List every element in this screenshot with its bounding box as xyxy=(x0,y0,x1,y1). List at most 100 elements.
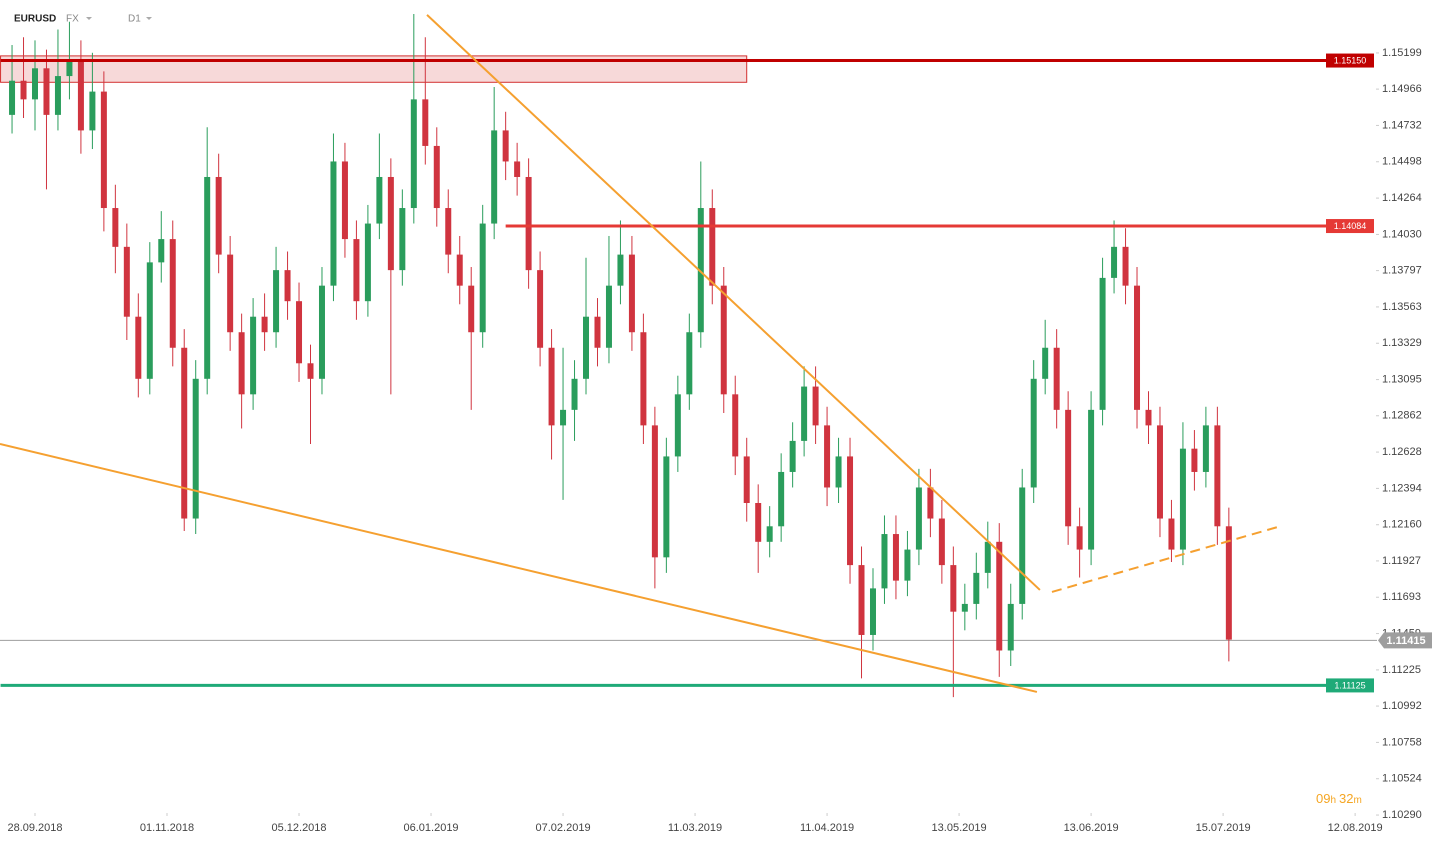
candle-body xyxy=(1088,409,1095,550)
candle-body xyxy=(261,316,268,333)
candle-body xyxy=(881,534,888,589)
y-tick-label: 1.10992 xyxy=(1382,700,1422,712)
y-tick-label: 1.10290 xyxy=(1382,809,1422,821)
candle-body xyxy=(1053,347,1060,410)
candle-body xyxy=(778,471,785,527)
trendline xyxy=(1051,525,1279,593)
candle-body xyxy=(181,347,188,519)
y-tick-label: 1.12862 xyxy=(1382,410,1422,422)
candle-body xyxy=(479,223,486,333)
candle-body xyxy=(904,549,911,581)
interval[interactable]: D1 xyxy=(128,14,141,25)
candle-body xyxy=(410,99,417,209)
candle-body xyxy=(1214,425,1221,527)
candle-body xyxy=(766,526,773,542)
candle-body xyxy=(697,208,704,333)
candle-body xyxy=(996,541,1003,651)
x-tick-label: 07.02.2019 xyxy=(536,822,591,834)
y-tick-label: 1.14264 xyxy=(1382,192,1422,204)
trendline xyxy=(426,14,1041,591)
x-tick-label: 11.04.2019 xyxy=(800,822,854,834)
candle-body xyxy=(123,246,130,317)
candle-body xyxy=(674,394,681,457)
candle-body xyxy=(66,60,73,77)
candle-body xyxy=(984,541,991,573)
y-tick-label: 1.15199 xyxy=(1382,47,1422,59)
candle-body xyxy=(399,208,406,271)
candle-body xyxy=(9,80,16,115)
y-tick-label: 1.13095 xyxy=(1382,373,1422,385)
candle-body xyxy=(537,270,544,348)
candle-body xyxy=(158,239,165,263)
y-tick-label: 1.14030 xyxy=(1382,228,1422,240)
y-tick-label: 1.13797 xyxy=(1382,265,1422,277)
candle-body xyxy=(192,378,199,519)
candle-body xyxy=(89,91,96,131)
candle-body xyxy=(927,487,934,519)
candle-body xyxy=(789,440,796,472)
candle-body xyxy=(1099,277,1106,410)
candle-body xyxy=(204,176,211,379)
candle-body xyxy=(640,332,647,426)
y-tick-label: 1.14966 xyxy=(1382,83,1422,95)
candle-body xyxy=(31,68,38,100)
dropdown-icon[interactable] xyxy=(146,17,152,20)
candle-body xyxy=(456,254,463,286)
candle-body xyxy=(525,176,532,271)
candle-body xyxy=(307,363,314,379)
candle-body xyxy=(146,262,153,379)
candle-body xyxy=(502,130,509,162)
y-tick-label: 1.13563 xyxy=(1382,301,1422,313)
candle-body xyxy=(824,425,831,488)
y-tick-label: 1.11693 xyxy=(1382,591,1421,603)
candle-body xyxy=(54,76,61,115)
candle-body xyxy=(491,130,498,224)
level-label-bg xyxy=(1326,53,1374,68)
candle-body xyxy=(318,285,325,379)
x-tick-label: 01.11.2018 xyxy=(140,822,194,834)
candle-body xyxy=(548,347,555,426)
candle-body xyxy=(1134,285,1141,410)
x-tick-label: 13.06.2019 xyxy=(1064,822,1119,834)
candle-body xyxy=(628,254,635,333)
candle-body xyxy=(858,565,865,635)
x-tick-label: 13.05.2019 xyxy=(932,822,987,834)
candle-body xyxy=(169,239,176,348)
trendline xyxy=(0,443,1038,693)
dropdown-icon[interactable] xyxy=(86,17,92,20)
candle-body xyxy=(433,145,440,209)
candle-body xyxy=(732,394,739,457)
candle-body xyxy=(1007,603,1014,651)
candle-body xyxy=(594,316,601,348)
market[interactable]: FX xyxy=(66,14,79,25)
candle-body xyxy=(950,565,957,612)
level-label-bg xyxy=(1326,219,1374,234)
candle-body xyxy=(1042,347,1049,379)
candle-body xyxy=(583,316,590,379)
candle-body xyxy=(284,270,291,302)
candle-body xyxy=(835,456,842,488)
candle-body xyxy=(743,456,750,504)
candle-body xyxy=(1156,425,1163,519)
candle-body xyxy=(812,386,819,426)
candle-body xyxy=(755,503,762,542)
candle-body xyxy=(892,534,899,581)
y-tick-label: 1.14498 xyxy=(1382,156,1422,168)
y-tick-label: 1.11927 xyxy=(1382,555,1421,567)
candle-body xyxy=(709,208,716,286)
timer-h: h xyxy=(1330,795,1336,806)
candle-body xyxy=(938,518,945,566)
candle-body xyxy=(720,285,727,395)
timer-minutes: 32 xyxy=(1339,791,1353,806)
candle-body xyxy=(364,223,371,302)
candle-body xyxy=(445,208,452,255)
candle-body xyxy=(353,239,360,302)
candle-body xyxy=(468,285,475,333)
candle-body xyxy=(1145,409,1152,426)
candle-body xyxy=(617,254,624,286)
candle-body xyxy=(273,270,280,333)
y-tick-label: 1.12394 xyxy=(1382,482,1422,494)
candle-body xyxy=(915,487,922,550)
candle-body xyxy=(43,68,50,115)
y-tick-label: 1.11225 xyxy=(1382,664,1421,676)
